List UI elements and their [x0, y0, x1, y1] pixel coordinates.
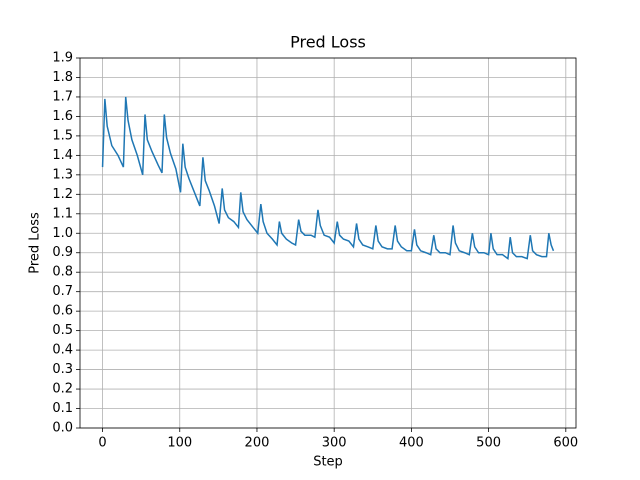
- y-tick-label: 0.4: [52, 343, 73, 358]
- y-tick-label: 1.1: [52, 206, 73, 221]
- x-tick-label: 200: [245, 436, 270, 451]
- y-axis-label: Pred Loss: [28, 212, 43, 274]
- x-tick-label: 100: [167, 436, 192, 451]
- y-tick-label: 1.4: [52, 148, 73, 163]
- y-tick-label: 1.3: [52, 167, 73, 182]
- x-tick-label: 400: [399, 436, 424, 451]
- y-tick-label: 1.2: [52, 187, 73, 202]
- x-tick-label: 0: [98, 436, 106, 451]
- x-tick-label: 500: [476, 436, 501, 451]
- x-tick-label: 300: [322, 436, 347, 451]
- chart-title: Pred Loss: [290, 33, 366, 52]
- y-tick-label: 1.8: [52, 70, 73, 85]
- y-tick-label: 1.9: [52, 51, 73, 66]
- data-line: [101, 96, 555, 260]
- y-tick-label: 1.6: [52, 109, 73, 124]
- x-axis-label: Step: [313, 455, 343, 470]
- y-tick-label: 1.5: [52, 128, 73, 143]
- y-tick-label: 0.9: [52, 245, 73, 260]
- y-tick-label: 0.7: [52, 284, 73, 299]
- plot-frame: [79, 57, 577, 429]
- y-tick-label: 0.5: [52, 323, 73, 338]
- x-tick-label: 600: [553, 436, 578, 451]
- y-tick-label: 0.0: [52, 421, 73, 436]
- y-tick-label: 0.6: [52, 304, 73, 319]
- y-tick-label: 1.0: [52, 226, 73, 241]
- y-tick-label: 1.7: [52, 89, 73, 104]
- y-tick-label: 0.3: [52, 362, 73, 377]
- y-tick-label: 0.8: [52, 265, 73, 280]
- y-tick-label: 0.2: [52, 382, 73, 397]
- y-tick-label: 0.1: [52, 401, 73, 416]
